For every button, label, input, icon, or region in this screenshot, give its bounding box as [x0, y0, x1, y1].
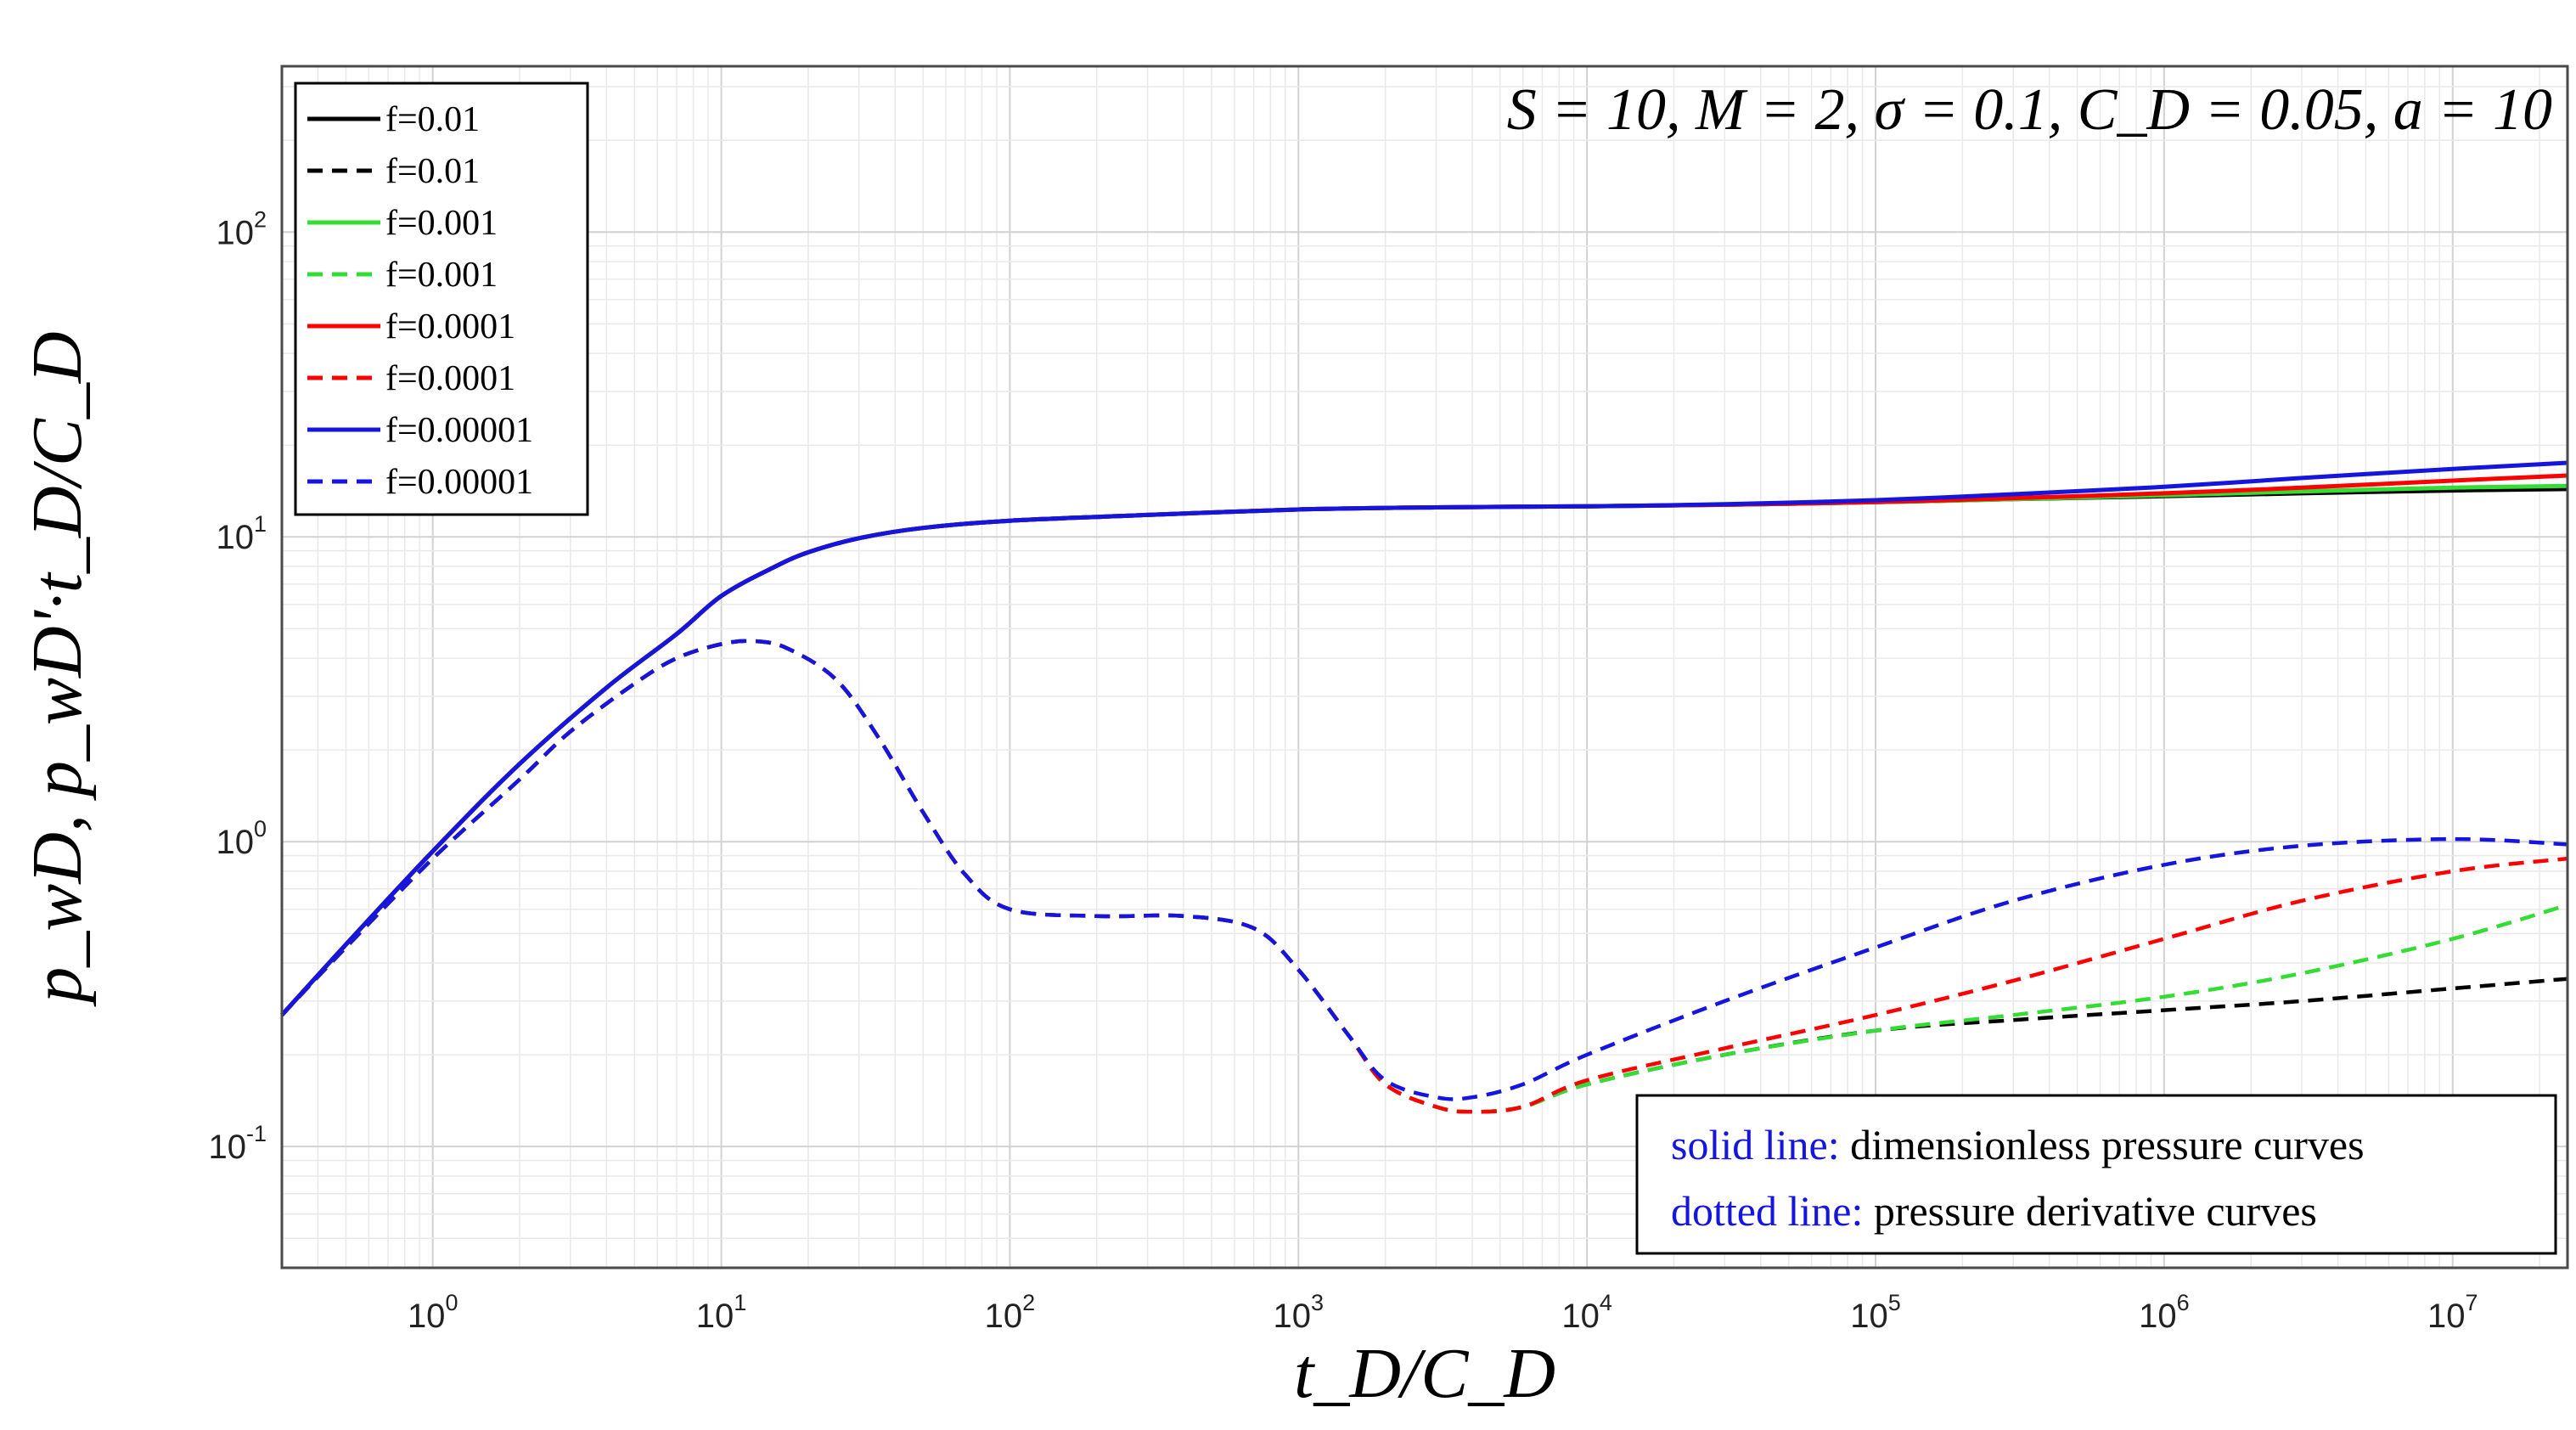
- legend-label: f=0.001: [385, 256, 498, 295]
- x-tick-labels: 100 101 102 103 104 105 106 107: [408, 1290, 2478, 1335]
- series-line-derivative-f-0-00001: [280, 639, 2568, 1101]
- legend: f=0.01 f=0.01 f=0.001 f=0.001 f=0.0001 f=0.00…: [294, 82, 589, 516]
- legend-label: f=0.01: [385, 152, 480, 191]
- legend-label: f=0.0001: [385, 359, 515, 398]
- x-tick-label: 101: [696, 1290, 747, 1335]
- series-line-pressure-f-0-00001: [280, 460, 2568, 1016]
- series-line-derivative-f-0-0001: [280, 639, 2568, 1114]
- note-box: [1635, 1094, 2557, 1255]
- y-tick-labels: 10-1 100 101 102: [208, 206, 267, 1166]
- series-line-derivative-f-0-001: [280, 639, 2568, 1114]
- y-axis-title: p_wD, p_wD'·t_D/C_D: [18, 331, 97, 1006]
- x-tick-label: 102: [985, 1290, 1036, 1335]
- legend-label: f=0.00001: [385, 463, 533, 502]
- legend-label: f=0.01: [385, 100, 480, 139]
- legend-box: [294, 82, 589, 516]
- x-tick-label: 104: [1561, 1290, 1612, 1335]
- plot-frame: [280, 65, 2569, 1270]
- y-tick-label: 102: [216, 206, 267, 251]
- x-tick-label: 105: [1850, 1290, 1901, 1335]
- series-layer: [280, 460, 2568, 1114]
- parameter-annotation: S = 10, M = 2, σ = 0.1, C_D = 0.05, a = …: [1507, 77, 2552, 143]
- y-tick-label: 10-1: [208, 1121, 267, 1166]
- x-tick-label: 107: [2427, 1290, 2478, 1335]
- x-tick-label: 103: [1274, 1290, 1325, 1335]
- note-line: solid line: dimensionless pressure curve…: [1671, 1121, 2365, 1168]
- y-tick-label: 101: [216, 511, 267, 556]
- legend-label: f=0.00001: [385, 411, 533, 450]
- series-line-pressure-f-0-01: [280, 487, 2568, 1016]
- grid-lines: [281, 66, 2568, 1269]
- legend-label: f=0.0001: [385, 307, 515, 346]
- note-line: dotted line: pressure derivative curves: [1671, 1187, 2317, 1235]
- x-tick-label: 100: [408, 1290, 458, 1335]
- y-tick-label: 100: [216, 816, 267, 861]
- series-line-derivative-f-0-01: [280, 639, 2568, 1114]
- legend-label: f=0.001: [385, 204, 498, 243]
- x-tick-label: 106: [2139, 1290, 2190, 1335]
- x-axis-title: t_D/C_D: [1294, 1334, 1555, 1413]
- line-style-note: solid line: dimensionless pressure curve…: [1635, 1094, 2557, 1255]
